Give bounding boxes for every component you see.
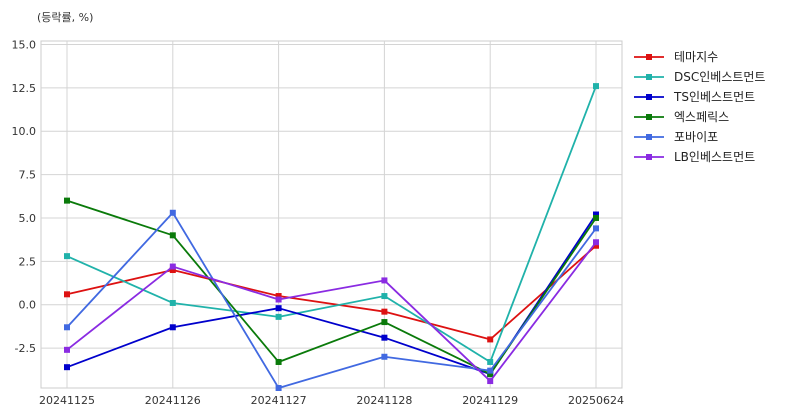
- x-tick-label: 20250624: [568, 394, 624, 407]
- x-tick-label: 20241127: [251, 394, 307, 407]
- data-point: [64, 324, 70, 331]
- data-point: [169, 263, 176, 270]
- data-point: [64, 364, 70, 371]
- data-point: [275, 313, 282, 320]
- data-point: [275, 385, 282, 391]
- x-tick-label: 20241126: [145, 394, 201, 407]
- data-point: [487, 358, 494, 365]
- series-line: [66, 241, 597, 382]
- legend-label: 테마지수: [674, 50, 718, 64]
- data-point: [169, 209, 176, 216]
- y-tick-label: 10.0: [12, 125, 37, 138]
- data-point: [381, 308, 388, 315]
- y-tick-label: -2.5: [15, 342, 36, 355]
- data-point: [169, 267, 176, 274]
- data-point: [169, 232, 176, 239]
- y-tick-label: 0.0: [19, 299, 37, 312]
- plot-area: [40, 40, 623, 389]
- legend-label: LB인베스트먼트: [674, 150, 755, 164]
- data-point: [593, 242, 599, 249]
- data-point: [381, 277, 388, 284]
- data-point: [487, 367, 494, 374]
- data-point: [487, 371, 494, 378]
- data-point: [487, 336, 494, 343]
- legend-label: DSC인베스트먼트: [674, 70, 765, 84]
- data-point: [275, 305, 282, 312]
- data-point: [381, 334, 388, 341]
- data-point: [593, 211, 599, 218]
- data-point: [275, 293, 282, 300]
- data-point: [64, 253, 70, 260]
- legend-swatch-marker: [646, 154, 652, 160]
- data-point: [593, 214, 599, 221]
- data-point: [275, 358, 282, 365]
- series-line: [66, 211, 597, 389]
- y-tick-label: 2.5: [19, 255, 37, 268]
- legend-swatch-marker: [646, 74, 652, 80]
- x-tick-label: 20241128: [356, 394, 412, 407]
- data-point: [487, 378, 494, 385]
- legend-swatch-marker: [646, 94, 652, 100]
- data-point: [169, 299, 176, 306]
- legend-label: TS인베스트먼트: [673, 90, 755, 104]
- y-tick-label: 7.5: [19, 169, 37, 182]
- x-tick-label: 20241129: [462, 394, 518, 407]
- legend-label: 포바이포: [674, 130, 718, 144]
- legend-swatch-marker: [646, 134, 652, 140]
- unit-label: (등락률, %): [37, 11, 94, 24]
- data-point: [169, 324, 176, 331]
- y-tick-label: 15.0: [12, 38, 37, 51]
- data-point: [593, 239, 599, 246]
- data-point: [593, 225, 599, 232]
- data-point: [381, 293, 388, 300]
- data-point: [381, 319, 388, 326]
- data-point: [381, 353, 388, 360]
- x-tick-label: 20241125: [39, 394, 95, 407]
- legend-label: 엑스페릭스: [674, 110, 729, 124]
- y-tick-label: 5.0: [19, 212, 37, 225]
- series-line: [66, 85, 597, 363]
- data-point: [275, 296, 282, 303]
- y-tick-label: 12.5: [12, 82, 37, 95]
- legend-swatch-marker: [646, 54, 652, 60]
- data-point: [64, 197, 70, 204]
- data-point: [593, 83, 599, 90]
- legend-swatch-marker: [646, 114, 652, 120]
- series-line: [66, 245, 597, 341]
- data-point: [64, 346, 70, 353]
- data-point: [64, 291, 70, 298]
